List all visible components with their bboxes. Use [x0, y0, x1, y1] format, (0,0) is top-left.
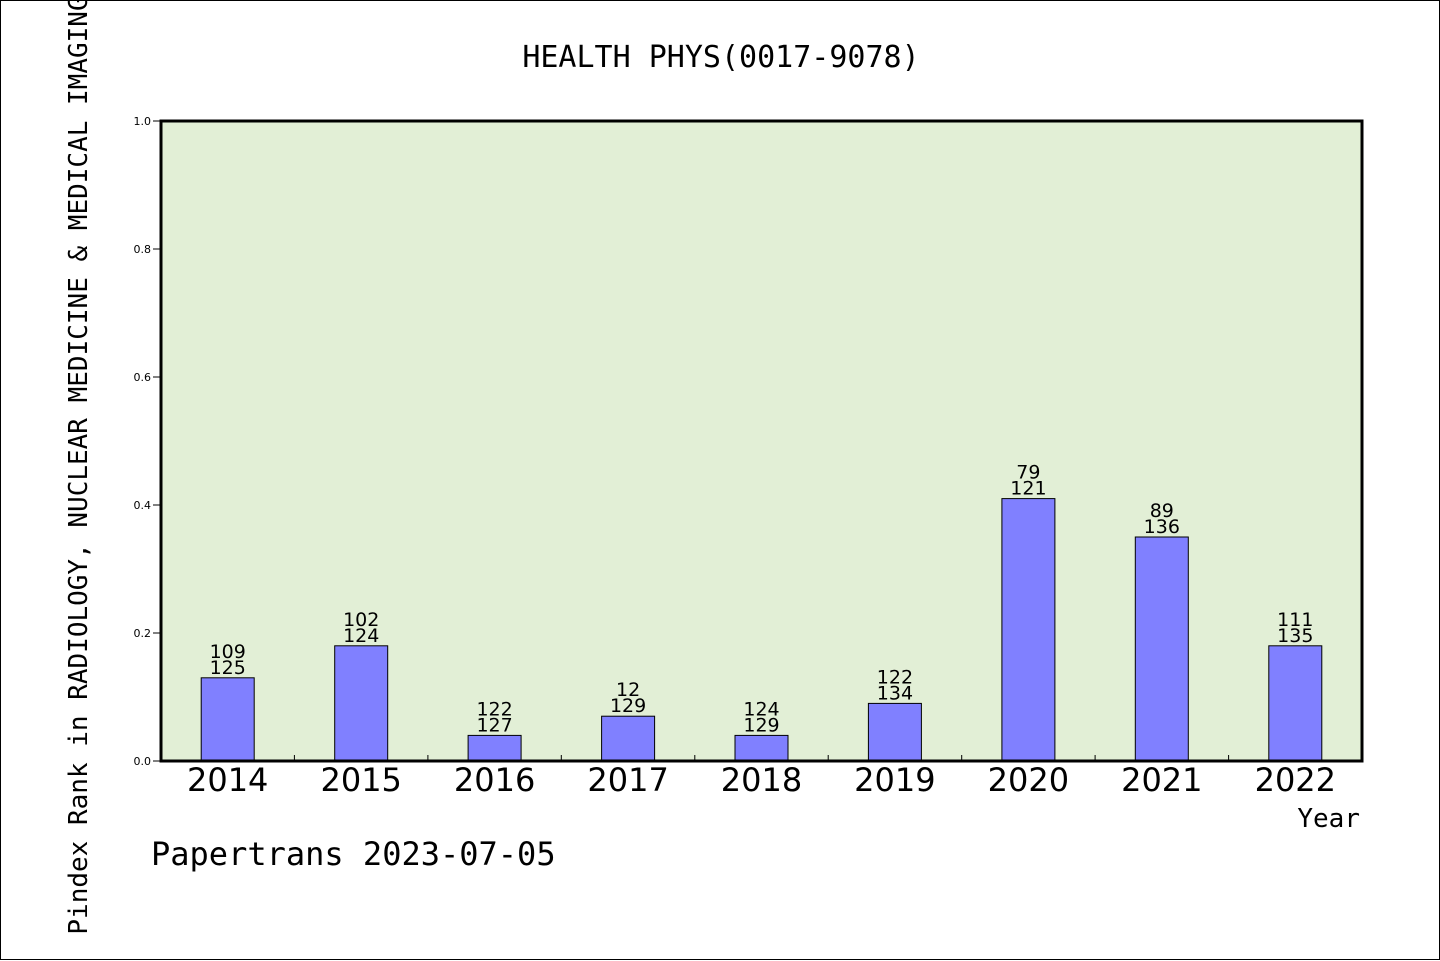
- bar-2017: [601, 715, 656, 762]
- x-tick-label-2015: 2015: [320, 761, 401, 799]
- chart-title: HEALTH PHYS(0017-9078): [522, 40, 919, 75]
- bar-label-top-2016: 122: [476, 698, 512, 720]
- y-tick-label: 1.0: [134, 115, 152, 128]
- x-axis-label: Year: [1297, 804, 1360, 834]
- y-axis-label: Pindex Rank in RADIOLOGY, NUCLEAR MEDICI…: [64, 1, 94, 935]
- y-axis: 0.0 0.2 0.4 0.6 0.8 1.0: [134, 115, 161, 768]
- bar-2015: [334, 645, 389, 762]
- x-tick-label-2019: 2019: [854, 761, 935, 799]
- bar-label-top-2021: 89: [1150, 500, 1174, 522]
- y-tick-label: 0.8: [134, 243, 152, 256]
- bar-label-bottom-2016: 127: [476, 714, 512, 736]
- footer-credit: Papertrans 2023-07-05: [151, 835, 556, 873]
- x-axis: 2014 2015 2016 2017 2018 2019 2020 2021 2022: [187, 755, 1336, 799]
- bar-2020: [1001, 498, 1056, 762]
- bar-label-top-2022: 111: [1277, 609, 1313, 631]
- bar-2022: [1268, 645, 1323, 762]
- x-tick-label-2022: 2022: [1255, 761, 1336, 799]
- bar-label-bottom-2022: 135: [1277, 625, 1313, 647]
- bar-label-top-2019: 122: [877, 666, 913, 688]
- y-tick-label: 0.4: [134, 499, 152, 512]
- x-tick-label-2020: 2020: [988, 761, 1069, 799]
- bar-label-bottom-2018: 129: [743, 714, 779, 736]
- bar-2021: [1134, 536, 1189, 762]
- bar-label-bottom-2015: 124: [343, 625, 379, 647]
- x-tick-label-2017: 2017: [587, 761, 668, 799]
- y-tick-label: 0.0: [134, 755, 152, 768]
- bar-2019: [867, 702, 922, 762]
- x-tick-label-2016: 2016: [454, 761, 535, 799]
- x-tick-label-2014: 2014: [187, 761, 268, 799]
- bar-label-bottom-2020: 121: [1010, 478, 1046, 500]
- bar-label-top-2014: 109: [210, 641, 246, 663]
- bar-label-bottom-2017: 129: [610, 695, 646, 717]
- bar-label-bottom-2021: 136: [1144, 516, 1180, 538]
- y-tick-label: 0.6: [134, 371, 152, 384]
- bar-label-bottom-2014: 125: [210, 657, 246, 679]
- x-tick-label-2021: 2021: [1121, 761, 1202, 799]
- bar-label-top-2020: 79: [1016, 462, 1040, 484]
- bar-label-top-2017: 12: [616, 679, 640, 701]
- bar-label-top-2018: 124: [743, 698, 779, 720]
- bar-2016: [467, 734, 522, 762]
- x-tick-label-2018: 2018: [721, 761, 802, 799]
- bar-2014: [200, 677, 255, 762]
- plot-frame: [159, 119, 1364, 763]
- bar-label-top-2015: 102: [343, 609, 379, 631]
- bar-label-bottom-2019: 134: [877, 682, 913, 704]
- y-tick-label: 0.2: [134, 627, 152, 640]
- bar-2018: [734, 734, 789, 762]
